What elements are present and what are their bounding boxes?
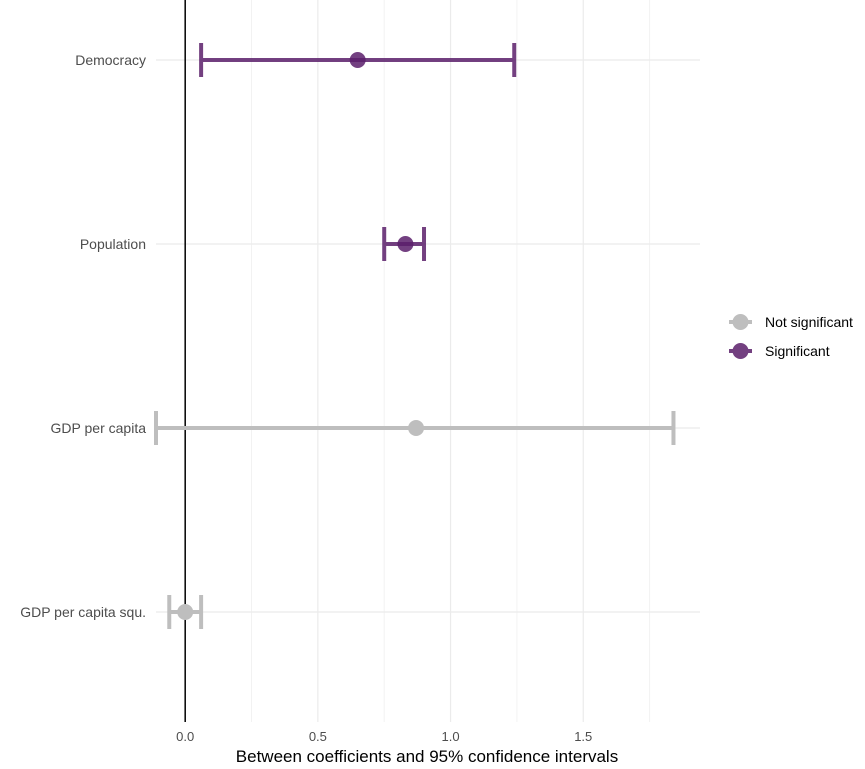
error-bars (154, 43, 676, 629)
estimate-point (349, 52, 366, 68)
x-axis-ticks: 0.0 0.5 1.0 1.5 (176, 729, 592, 744)
legend-label: Not significant (765, 314, 853, 330)
x-axis-title: Between coefficients and 95% confidence … (236, 747, 618, 766)
legend-label: Significant (765, 343, 830, 359)
legend: Not significant Significant (729, 314, 853, 359)
estimate-point (177, 604, 194, 620)
y-axis-label: GDP per capita (51, 420, 147, 436)
y-axis-label: Population (80, 236, 146, 252)
points (177, 52, 425, 620)
legend-key (729, 343, 752, 359)
y-axis-label: GDP per capita squ. (20, 604, 146, 620)
y-axis-labels: Democracy Population GDP per capita GDP per… (20, 52, 146, 620)
grid (156, 0, 700, 722)
y-axis-label: Democracy (75, 52, 146, 68)
legend-key (729, 314, 752, 330)
x-tick-label: 0.5 (309, 729, 327, 744)
estimate-point (397, 236, 414, 252)
x-tick-label: 0.0 (176, 729, 194, 744)
x-tick-label: 1.5 (574, 729, 592, 744)
estimate-point (408, 420, 425, 436)
x-tick-label: 1.0 (442, 729, 460, 744)
